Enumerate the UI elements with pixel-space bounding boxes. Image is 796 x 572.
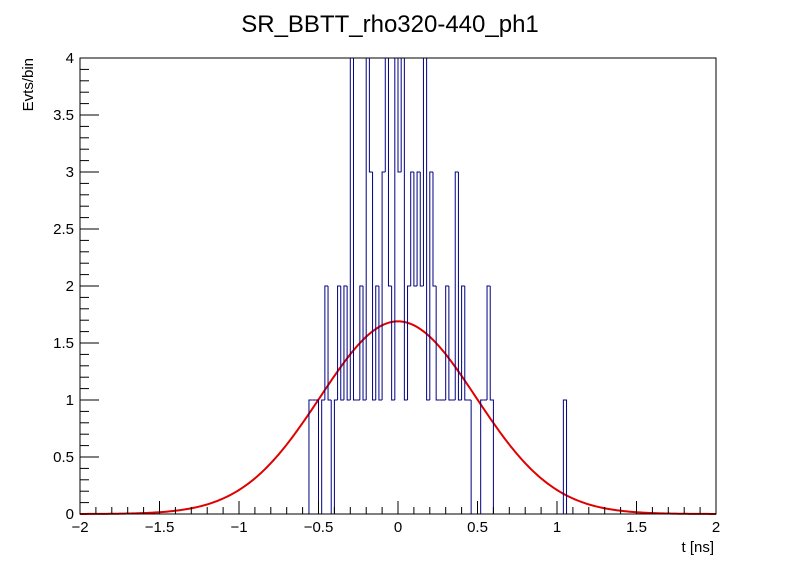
histogram-bin bbox=[397, 58, 402, 173]
histogram-bin bbox=[416, 171, 421, 286]
axis-ticks-layer: −2 −1.5 −1 −0.5 0 0.5 1 1.5 2 0 0.5 1 1.5 2 2.5 3 3.5 4 bbox=[53, 50, 720, 536]
x-tick-label: 1.5 bbox=[626, 519, 647, 536]
histogram-bin bbox=[429, 171, 433, 400]
histogram-bin bbox=[480, 399, 484, 514]
histogram-bin bbox=[372, 172, 376, 401]
y-tick-label: 1 bbox=[66, 392, 74, 409]
y-tick-label: 3.5 bbox=[53, 107, 74, 124]
histogram-bin bbox=[432, 172, 437, 287]
x-tick-label: −1.5 bbox=[145, 519, 175, 536]
histogram-bin bbox=[419, 172, 424, 287]
y-axis-label: Evts/bin bbox=[20, 58, 37, 111]
histogram-bin bbox=[391, 286, 395, 401]
histogram-bin bbox=[562, 399, 568, 514]
histogram-bin bbox=[454, 171, 459, 400]
histogram-bin bbox=[410, 171, 414, 286]
x-axis-label: t [ns] bbox=[681, 539, 714, 556]
histogram-bin bbox=[368, 58, 373, 173]
y-tick-label: 4 bbox=[66, 50, 74, 67]
histogram-bin bbox=[315, 399, 319, 514]
histogram-bin bbox=[327, 286, 332, 401]
histogram-bin bbox=[464, 286, 468, 401]
histogram-bin bbox=[426, 58, 430, 401]
x-tick-label: 2 bbox=[712, 519, 720, 536]
histogram-bin bbox=[346, 286, 351, 401]
histogram-bin bbox=[448, 286, 453, 401]
histogram-bin bbox=[308, 399, 313, 514]
histogram-bin bbox=[381, 171, 386, 400]
x-tick-label: −2 bbox=[71, 519, 88, 536]
gaussian-fit-curve bbox=[80, 320, 716, 515]
x-tick-label: 1 bbox=[553, 519, 561, 536]
histogram-bin bbox=[362, 286, 367, 401]
histogram-bin bbox=[375, 285, 379, 400]
histogram-bin bbox=[407, 285, 411, 400]
histogram-layer bbox=[308, 57, 568, 515]
x-tick-label: −0.5 bbox=[304, 519, 334, 536]
histogram-bin bbox=[486, 285, 491, 400]
histogram-bin bbox=[489, 286, 494, 514]
histogram-bin bbox=[337, 285, 341, 400]
histogram-bin bbox=[435, 286, 440, 401]
y-tick-label: 3 bbox=[66, 164, 74, 181]
histogram-bin bbox=[457, 172, 462, 401]
histogram-bin bbox=[461, 285, 465, 400]
histogram-bin bbox=[359, 285, 364, 400]
histogram-bin bbox=[340, 286, 344, 401]
histogram-bin bbox=[321, 399, 325, 514]
x-tick-label: 0.5 bbox=[467, 519, 488, 536]
y-tick-label: 1.5 bbox=[53, 335, 74, 352]
histogram-bin bbox=[387, 58, 392, 287]
x-tick-label: −1 bbox=[230, 519, 247, 536]
fit-curve-layer bbox=[80, 320, 716, 515]
y-tick-label: 0 bbox=[66, 506, 74, 523]
y-tick-label: 2 bbox=[66, 278, 74, 295]
x-tick-label: 0 bbox=[394, 519, 402, 536]
histogram-bin bbox=[378, 286, 383, 401]
chart-title: SR_BBTT_rho320-440_ph1 bbox=[241, 11, 539, 38]
y-tick-label: 2.5 bbox=[53, 221, 74, 238]
histogram-bin bbox=[445, 285, 449, 400]
y-tick-label: 0.5 bbox=[53, 449, 74, 466]
histogram-bin bbox=[333, 399, 338, 514]
histogram-bin bbox=[352, 58, 357, 401]
histogram-bin bbox=[324, 285, 329, 400]
histogram-bin bbox=[470, 400, 475, 515]
histogram-bin bbox=[413, 172, 418, 287]
histogram-bin bbox=[343, 285, 348, 400]
histogram-bin bbox=[403, 58, 408, 401]
